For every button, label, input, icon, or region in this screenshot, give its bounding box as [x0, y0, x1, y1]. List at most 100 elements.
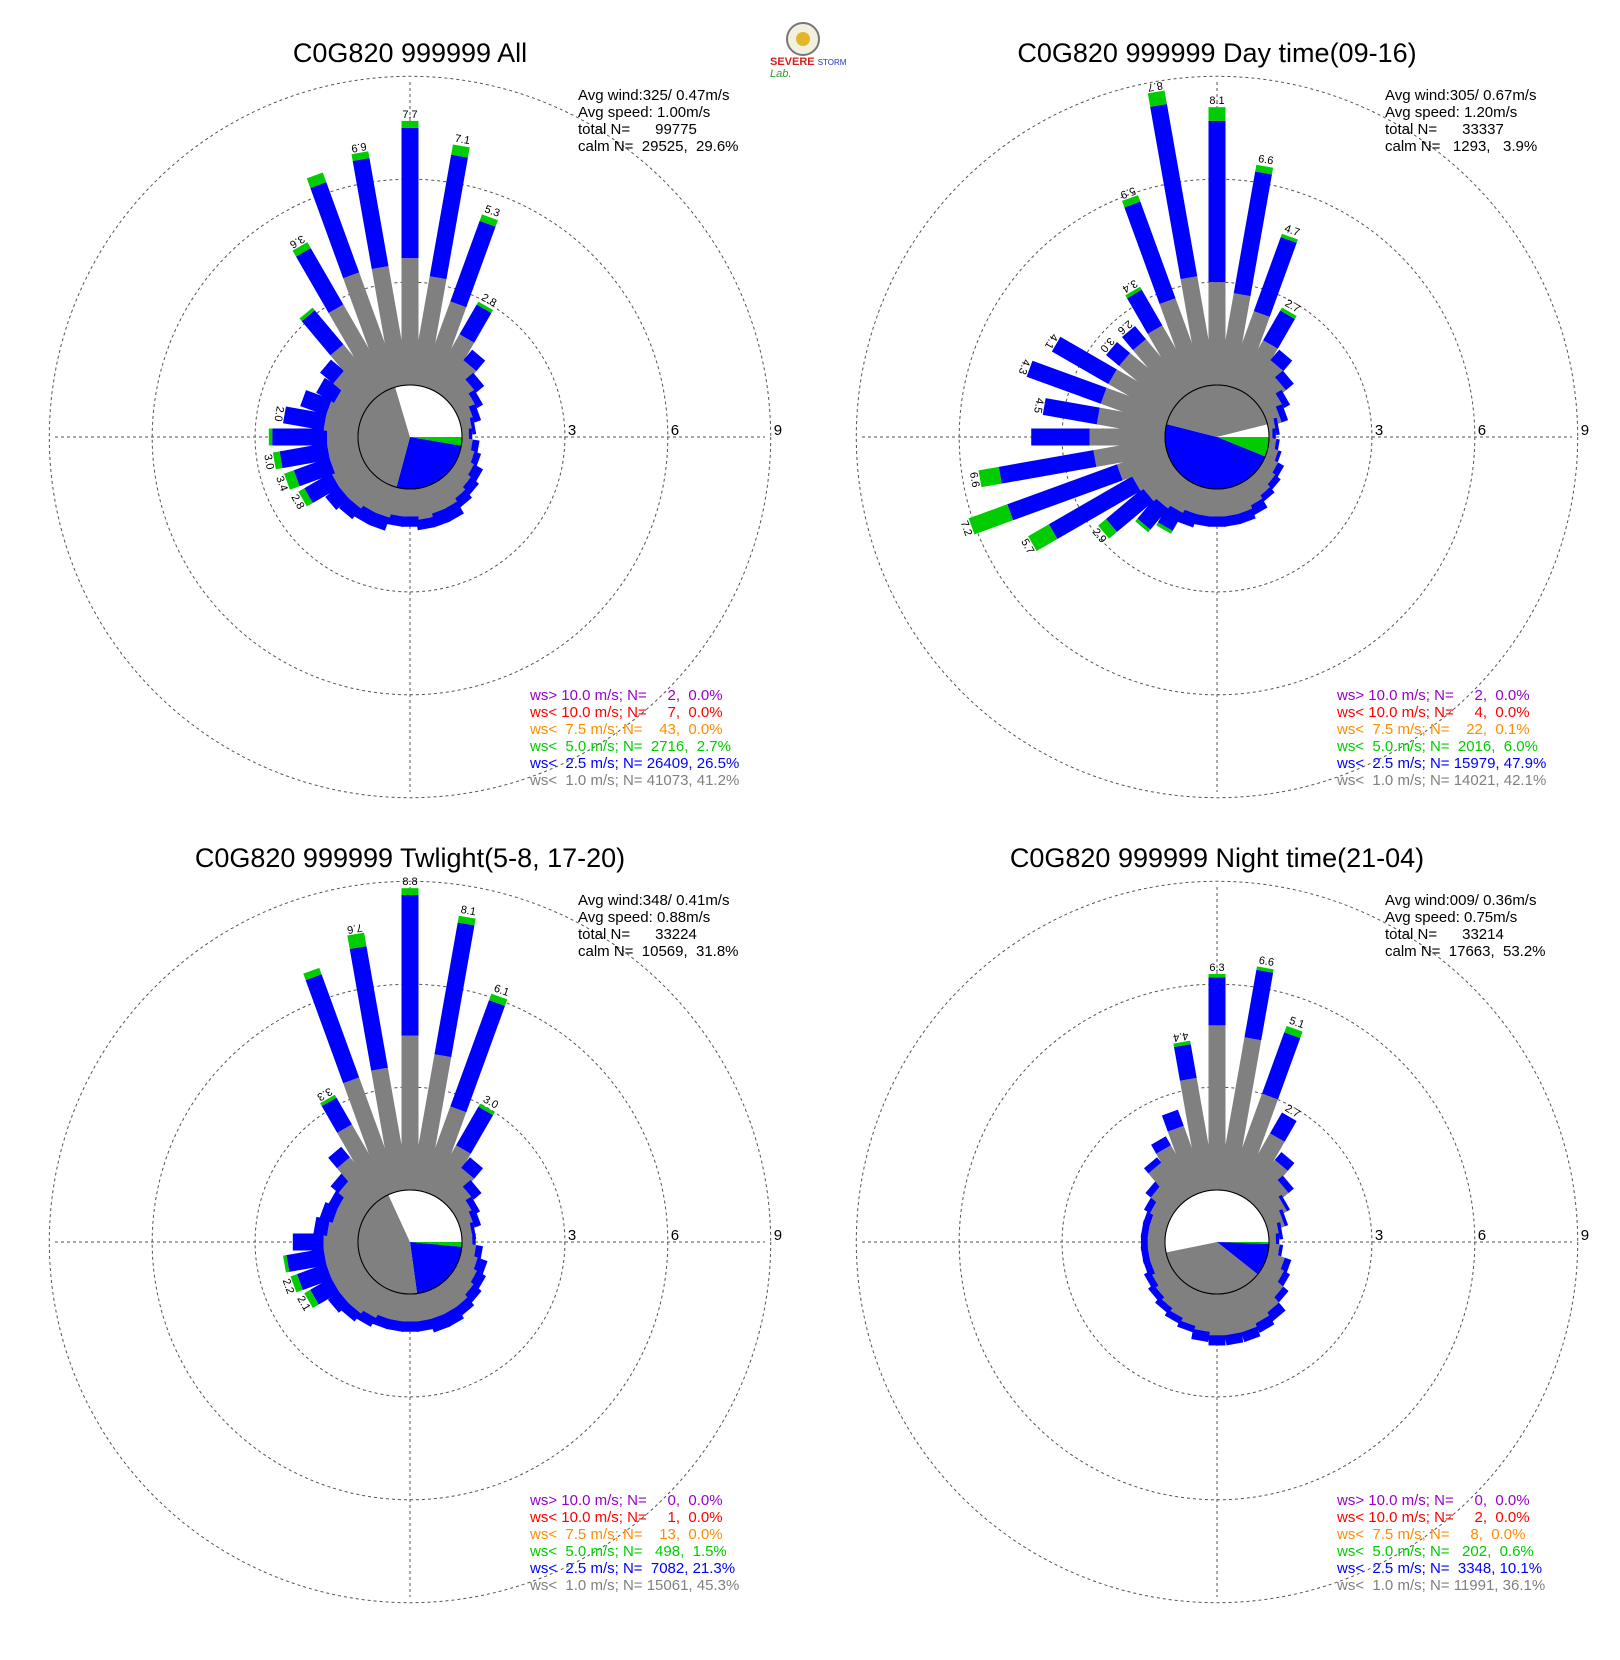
wind-bar-segment: [457, 915, 476, 926]
bar-value-label: 6.1: [492, 983, 510, 1000]
wind-bar-segment: [1243, 1159, 1288, 1208]
panel-title: C0G820 999999 Day time(09-16): [1017, 38, 1416, 68]
wind-bar-segment: [306, 172, 327, 188]
legend-entry: ws< 1.0 m/s; N= 11991, 36.1%: [1336, 1577, 1545, 1594]
panel-title: C0G820 999999 Night time(21-04): [1010, 843, 1424, 873]
wind-bar-segment: [1147, 325, 1199, 397]
info-avg-speed: Avg speed: 1.00m/s: [578, 104, 710, 121]
range-ring: [48, 880, 772, 1604]
wind-bar-segment: [1244, 969, 1274, 1041]
range-ring: [855, 880, 1579, 1604]
bar-value-label: 4.3: [1016, 358, 1033, 376]
range-ring: [48, 75, 772, 799]
legend-entry: ws< 5.0 m/s; N= 202, 0.6%: [1336, 1543, 1534, 1560]
wind-bar-segment: [1121, 326, 1146, 351]
wind-bar-segment: [1261, 1032, 1301, 1100]
bar-value-label: 7.1: [454, 133, 471, 147]
wind-bar-segment: [1208, 107, 1226, 121]
wind-bar-segment: [1181, 482, 1208, 515]
wind-rose-panel: C0G820 999999 Twlight(5-8, 17-20) 3 6 9 8.8 8…: [48, 843, 782, 1604]
wind-bar-segment: [286, 1248, 327, 1272]
wind-bar-segment: [1108, 369, 1177, 419]
range-ring: [855, 75, 1579, 799]
wind-bar-segment: [429, 508, 450, 528]
calm-pie-slice: [358, 1194, 418, 1294]
wind-bar-segment: [1031, 428, 1090, 446]
calm-circle-outline: [1164, 384, 1270, 490]
bar-value-label: 5.9: [1119, 184, 1137, 201]
calm-pie-slice: [1166, 1242, 1258, 1295]
ring-label: 3: [1375, 422, 1383, 439]
wind-bar-segment: [1135, 518, 1151, 533]
wind-bar-segment: [1119, 352, 1183, 411]
wind-bar-segment: [371, 1313, 391, 1330]
wind-bar-segment: [1147, 90, 1167, 107]
wind-bar-segment: [304, 1289, 319, 1308]
info-avg-wind: Avg wind:009/ 0.36m/s: [1385, 892, 1536, 909]
wind-bar-segment: [1263, 310, 1295, 349]
wind-bar-segment: [1157, 504, 1183, 531]
bar-value-label: 6.3: [1209, 962, 1224, 974]
wind-bar-segment: [1048, 476, 1141, 539]
wind-bar-segment: [1150, 103, 1198, 280]
bar-value-label: 7.6: [346, 921, 363, 935]
wind-bar-segment: [328, 304, 392, 397]
wind-bar-segment: [479, 214, 498, 227]
wind-bar-segment: [337, 1124, 392, 1202]
bar-value-label: 4.4: [1172, 1029, 1189, 1043]
bar-value-label: 6.6: [1258, 955, 1275, 969]
wind-bar-segment: [1224, 1332, 1244, 1346]
wind-bar-segment: [436, 1167, 475, 1208]
calm-pie-slice: [357, 387, 410, 488]
wind-bar-segment: [301, 310, 344, 356]
wind-bar-segment: [371, 1067, 410, 1193]
wind-bar-segment: [1106, 341, 1131, 366]
calm-pie-slice: [388, 1190, 463, 1242]
wind-bar-segment: [1208, 516, 1226, 527]
wind-bar-segment: [272, 428, 328, 446]
calm-pie-slice: [1217, 424, 1269, 437]
wind-bar-segment: [1265, 1302, 1286, 1322]
wind-bar-segment: [478, 1103, 495, 1116]
wind-bar-segment: [410, 276, 447, 388]
wind-bar-segment: [1226, 311, 1270, 392]
wind-bar-segment: [1270, 349, 1293, 372]
wind-bar-segment: [1284, 1025, 1303, 1039]
wind-bar-segment: [1142, 463, 1183, 502]
wind-bar-segment: [434, 922, 475, 1058]
bar-value-label: 8.1: [460, 904, 477, 918]
wind-bar-segment: [310, 1277, 340, 1305]
legend-entry: ws< 5.0 m/s; N= 498, 1.5%: [529, 1543, 727, 1560]
legend-entry: ws< 5.0 m/s; N= 2716, 2.7%: [529, 738, 731, 755]
legend-entry: ws< 10.0 m/s; N= 4, 0.0%: [1336, 704, 1530, 721]
wind-bar-segment: [468, 404, 482, 423]
wind-bar-segment: [1150, 1184, 1183, 1216]
wind-bar-segment: [347, 932, 367, 950]
legend-entry: ws< 10.0 m/s; N= 2, 0.0%: [1336, 1509, 1530, 1526]
wind-bar-segment: [462, 1180, 482, 1200]
wind-bar-segment: [436, 471, 466, 501]
legend-entry: ws< 2.5 m/s; N= 26409, 26.5%: [529, 755, 739, 772]
wind-bar-segment: [428, 334, 475, 397]
wind-bar-segment: [1280, 233, 1298, 243]
wind-bar-segment: [401, 895, 419, 1036]
calm-pie-slice: [1165, 424, 1266, 490]
wind-bar-segment: [459, 304, 492, 343]
wind-bar-segment: [296, 248, 344, 314]
wind-bar-segment: [1275, 404, 1289, 423]
wind-bar-segment: [1222, 513, 1241, 527]
wind-bar-segment: [321, 1097, 352, 1133]
info-avg-wind: Avg wind:325/ 0.47m/s: [578, 87, 729, 104]
wind-bar-segment: [1156, 522, 1173, 534]
wind-bar-segment: [1179, 1287, 1208, 1327]
wind-bar-segment: [290, 1274, 303, 1293]
calm-pie-slice: [410, 1242, 463, 1247]
wind-bar-segment: [1127, 289, 1163, 334]
wind-bar-segment: [1096, 407, 1168, 437]
calm-pie-slice: [1217, 1242, 1269, 1275]
wind-bar-segment: [436, 360, 477, 403]
info-avg-speed: Avg speed: 0.88m/s: [578, 909, 710, 926]
calm-pie-slice: [1166, 385, 1268, 437]
wind-bar-segment: [444, 1268, 474, 1298]
